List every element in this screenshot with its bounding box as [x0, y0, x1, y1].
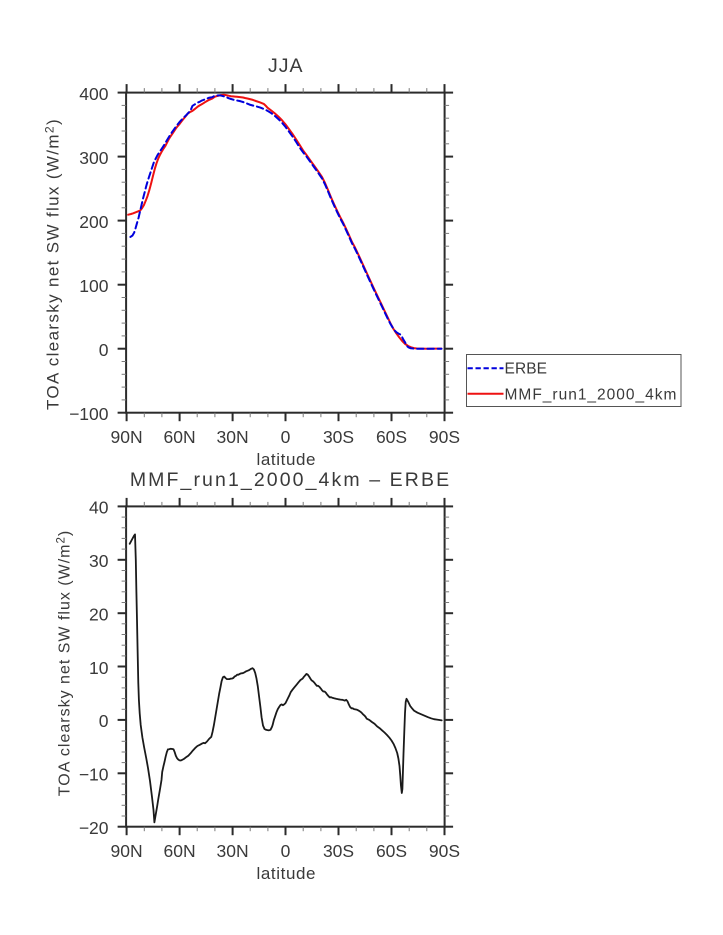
- svg-text:90S: 90S: [429, 427, 460, 447]
- svg-text:90N: 90N: [111, 427, 143, 447]
- svg-text:ERBE: ERBE: [505, 361, 548, 378]
- svg-text:20: 20: [89, 604, 109, 624]
- svg-text:40: 40: [89, 498, 109, 518]
- svg-text:90S: 90S: [429, 841, 460, 861]
- svg-text:60S: 60S: [376, 841, 407, 861]
- svg-text:90N: 90N: [111, 841, 143, 861]
- svg-text:30S: 30S: [323, 427, 354, 447]
- svg-text:0: 0: [281, 427, 291, 447]
- svg-text:60N: 60N: [164, 427, 196, 447]
- svg-text:TOA clearsky net SW flux (W/m2: TOA clearsky net SW flux (W/m2): [56, 530, 74, 796]
- svg-text:30N: 30N: [217, 841, 249, 861]
- svg-text:0: 0: [99, 340, 109, 360]
- svg-text:30N: 30N: [217, 427, 249, 447]
- svg-text:100: 100: [79, 276, 108, 296]
- svg-text:−10: −10: [79, 765, 109, 785]
- svg-text:30S: 30S: [323, 841, 354, 861]
- svg-text:300: 300: [79, 148, 108, 168]
- svg-text:10: 10: [89, 658, 109, 678]
- svg-text:0: 0: [281, 841, 291, 861]
- svg-text:60N: 60N: [164, 841, 196, 861]
- svg-text:MMF_run1_2000_4km – ERBE: MMF_run1_2000_4km – ERBE: [130, 469, 451, 491]
- svg-text:200: 200: [79, 212, 108, 232]
- svg-text:JJA: JJA: [268, 55, 304, 77]
- svg-text:latitude: latitude: [256, 450, 316, 469]
- svg-text:latitude: latitude: [256, 864, 316, 883]
- svg-text:30: 30: [89, 551, 109, 571]
- svg-text:0: 0: [99, 711, 109, 731]
- svg-text:−100: −100: [69, 404, 109, 424]
- svg-text:60S: 60S: [376, 427, 407, 447]
- svg-text:400: 400: [79, 84, 108, 104]
- svg-text:MMF_run1_2000_4km: MMF_run1_2000_4km: [505, 386, 678, 403]
- svg-text:TOA clearsky net SW flux (W/m2: TOA clearsky net SW flux (W/m2): [43, 118, 63, 410]
- svg-text:−20: −20: [79, 818, 109, 838]
